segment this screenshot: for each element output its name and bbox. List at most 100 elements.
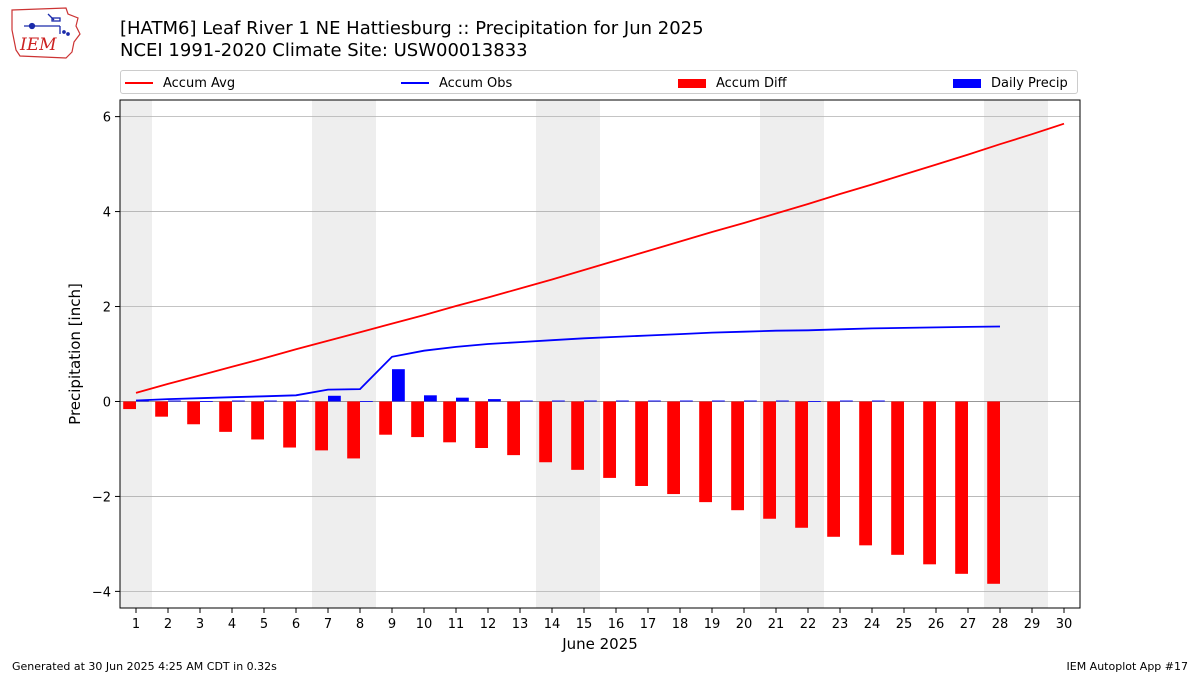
x-tick-label: 8 [356, 617, 364, 632]
weekend-shade-day-21 [760, 100, 792, 608]
daily-precip-bar-day-22 [808, 401, 821, 402]
accum-diff-bar-day-16 [603, 401, 616, 478]
accum-diff-bar-day-13 [507, 401, 520, 456]
x-tick-label: 2 [164, 617, 172, 632]
y-tick-label: −2 [92, 490, 111, 505]
x-tick-label: 22 [800, 617, 817, 632]
chart-title: [HATM6] Leaf River 1 NE Hattiesburg :: P… [120, 18, 704, 39]
x-tick-label: 5 [260, 617, 268, 632]
chart-subtitle: NCEI 1991-2020 Climate Site: USW00013833 [120, 40, 528, 61]
x-tick-label: 18 [672, 617, 689, 632]
daily-precip-bar-day-3 [200, 401, 213, 402]
iem-logo-text: IEM [19, 35, 57, 55]
x-tick-label: 13 [512, 617, 529, 632]
y-axis-label: Precipitation [inch] [66, 283, 84, 425]
daily-precip-bar-day-21 [776, 400, 789, 402]
accum-diff-bar-day-20 [731, 401, 744, 511]
legend-entry-daily-precip: Daily Precip [953, 74, 1068, 92]
legend-label-accum-diff: Accum Diff [716, 75, 787, 91]
daily-precip-bar-day-20 [744, 400, 757, 402]
x-tick-label: 11 [448, 617, 465, 632]
x-tick-label: 16 [608, 617, 625, 632]
weekend-shade-day-29 [1016, 100, 1048, 608]
weekend-shade-day-22 [792, 100, 824, 608]
accum-diff-bar-day-21 [763, 401, 776, 519]
accum-diff-bar-day-9 [379, 401, 392, 435]
accum-diff-bar-day-4 [219, 401, 232, 432]
accum-diff-bar-day-22 [795, 401, 808, 528]
daily-precip-bar-day-4 [232, 400, 245, 402]
x-tick-label: 19 [704, 617, 721, 632]
x-tick-label: 20 [736, 617, 753, 632]
accum-diff-bar-day-23 [827, 401, 840, 537]
iowa-state-outline [11, 7, 81, 59]
footer-generated-text: Generated at 30 Jun 2025 4:25 AM CDT in … [12, 660, 277, 673]
x-tick-label: 4 [228, 617, 236, 632]
legend-entry-accum-obs: Accum Obs [401, 74, 512, 92]
accum-diff-bar-day-12 [475, 401, 488, 449]
weekend-shade-day-1 [120, 100, 152, 608]
x-tick-label: 3 [196, 617, 204, 632]
x-tick-label: 10 [416, 617, 433, 632]
lines [135, 122, 1065, 402]
y-tick-label: 2 [103, 301, 111, 316]
x-tick-label: 12 [480, 617, 497, 632]
x-tick-label: 24 [864, 617, 881, 632]
legend-swatch-accum-avg [125, 82, 153, 84]
accum-obs-line [135, 325, 1001, 402]
daily-precip-bar-day-18 [680, 400, 693, 402]
accum-diff-bar-day-15 [571, 401, 584, 470]
x-tick-label: 29 [1024, 617, 1041, 632]
x-axis-label: June 2025 [561, 635, 638, 653]
weekend-shade-day-14 [536, 100, 568, 608]
x-tick-label: 21 [768, 617, 785, 632]
daily-precip-bar-day-16 [616, 400, 629, 402]
x-tick-label: 7 [324, 617, 332, 632]
plot-frame [119, 99, 1081, 609]
x-tick-label: 25 [896, 617, 913, 632]
accum-diff-bar-day-26 [923, 401, 936, 565]
legend-swatch-daily-precip [953, 78, 981, 88]
x-tick-label: 9 [388, 617, 396, 632]
iem-logo: IEM [11, 7, 81, 59]
legend-entry-accum-avg: Accum Avg [125, 74, 235, 92]
x-tick-label: 1 [132, 617, 140, 632]
daily-precip-bar-day-10 [424, 395, 437, 402]
legend-label-daily-precip: Daily Precip [991, 75, 1068, 91]
chart-legend: Accum Avg Accum Obs Accum Diff Daily Pre… [120, 70, 1078, 94]
x-tick-label: 15 [576, 617, 593, 632]
y-tick-label: 0 [103, 395, 111, 410]
accum-diff-bar-day-3 [187, 401, 200, 425]
accum-diff-bar-day-25 [891, 401, 904, 555]
accum-diff-bar-day-17 [635, 401, 648, 486]
x-tick-label: 28 [992, 617, 1009, 632]
daily-precip-bar-day-14 [552, 400, 565, 402]
accum-diff-bar-day-24 [859, 401, 872, 546]
daily-precip-bar-day-9 [392, 369, 405, 402]
legend-swatch-accum-diff [678, 78, 706, 88]
bars [123, 369, 1000, 584]
weather-station-icon [24, 13, 70, 36]
accum-avg-line [135, 122, 1065, 394]
weekend-shade-day-15 [568, 100, 600, 608]
daily-precip-bar-day-23 [840, 400, 853, 402]
weekend-shading [120, 100, 1048, 608]
footer-app-text: IEM Autoplot App #17 [1066, 660, 1189, 673]
accum-diff-bar-day-19 [699, 401, 712, 503]
x-tick-label: 23 [832, 617, 849, 632]
accum-diff-bar-day-11 [443, 401, 456, 443]
daily-precip-bar-day-13 [520, 400, 533, 402]
x-tick-label: 14 [544, 617, 561, 632]
accum-diff-bar-day-14 [539, 401, 552, 463]
legend-entry-accum-diff: Accum Diff [678, 74, 787, 92]
daily-precip-bar-day-5 [264, 400, 277, 402]
daily-precip-bar-day-6 [296, 400, 309, 402]
weekend-shade-day-8 [344, 100, 376, 608]
accum-diff-bar-day-27 [955, 401, 968, 574]
accum-diff-bar-day-28 [987, 401, 1000, 584]
accum-diff-bar-day-5 [251, 401, 264, 440]
y-tick-label: 6 [103, 111, 111, 126]
x-tick-label: 27 [960, 617, 977, 632]
